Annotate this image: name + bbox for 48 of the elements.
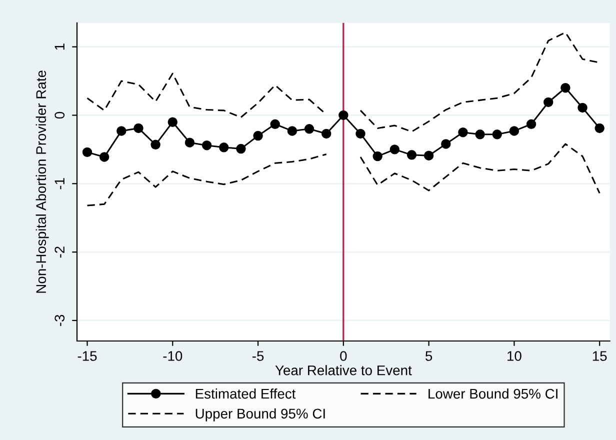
point xyxy=(372,151,382,162)
point xyxy=(424,150,434,160)
x-tick-label: 10 xyxy=(508,351,522,361)
y-tick-label: -2 xyxy=(54,246,64,258)
point xyxy=(270,119,280,129)
point xyxy=(594,123,604,134)
point xyxy=(134,123,144,134)
point xyxy=(492,130,502,140)
point xyxy=(184,138,195,148)
y-tick-label: 0 xyxy=(54,112,65,119)
point xyxy=(82,147,92,158)
point xyxy=(99,152,110,162)
point xyxy=(356,128,366,139)
point xyxy=(458,127,468,138)
legend-label: Lower Bound 95% CI xyxy=(428,388,558,399)
x-tick-label: 15 xyxy=(592,351,607,361)
point xyxy=(475,130,485,140)
point xyxy=(321,128,332,139)
y-tick-label: -1 xyxy=(54,178,64,190)
x-tick-label: 5 xyxy=(426,351,432,361)
point xyxy=(406,150,417,160)
y-tick-label: 1 xyxy=(54,44,64,50)
x-axis-title: Year Relative to Event xyxy=(275,365,412,376)
point xyxy=(304,124,314,134)
x-tick-label: -10 xyxy=(163,351,182,361)
x-tick-label: -5 xyxy=(252,351,264,361)
y-tick-label: -3 xyxy=(54,314,65,326)
point xyxy=(202,140,212,150)
point xyxy=(509,126,520,136)
point xyxy=(150,140,160,150)
point xyxy=(441,139,451,149)
point xyxy=(116,126,126,136)
point xyxy=(236,144,246,154)
point xyxy=(578,102,588,113)
point xyxy=(390,144,400,154)
point xyxy=(287,126,298,136)
point xyxy=(526,119,536,129)
legend-label: Estimated Effect xyxy=(196,388,296,399)
x-tick-label: 0 xyxy=(340,351,347,361)
x-tick-label: -15 xyxy=(78,351,97,361)
point xyxy=(543,97,554,108)
point xyxy=(253,130,263,141)
point xyxy=(219,142,229,152)
legend-label: Upper Bound 95% CI xyxy=(196,408,325,422)
point xyxy=(168,117,178,127)
point xyxy=(338,110,348,120)
point xyxy=(560,83,570,93)
y-axis-title: Non-Hospital Abortion Provider Rate xyxy=(36,70,49,293)
